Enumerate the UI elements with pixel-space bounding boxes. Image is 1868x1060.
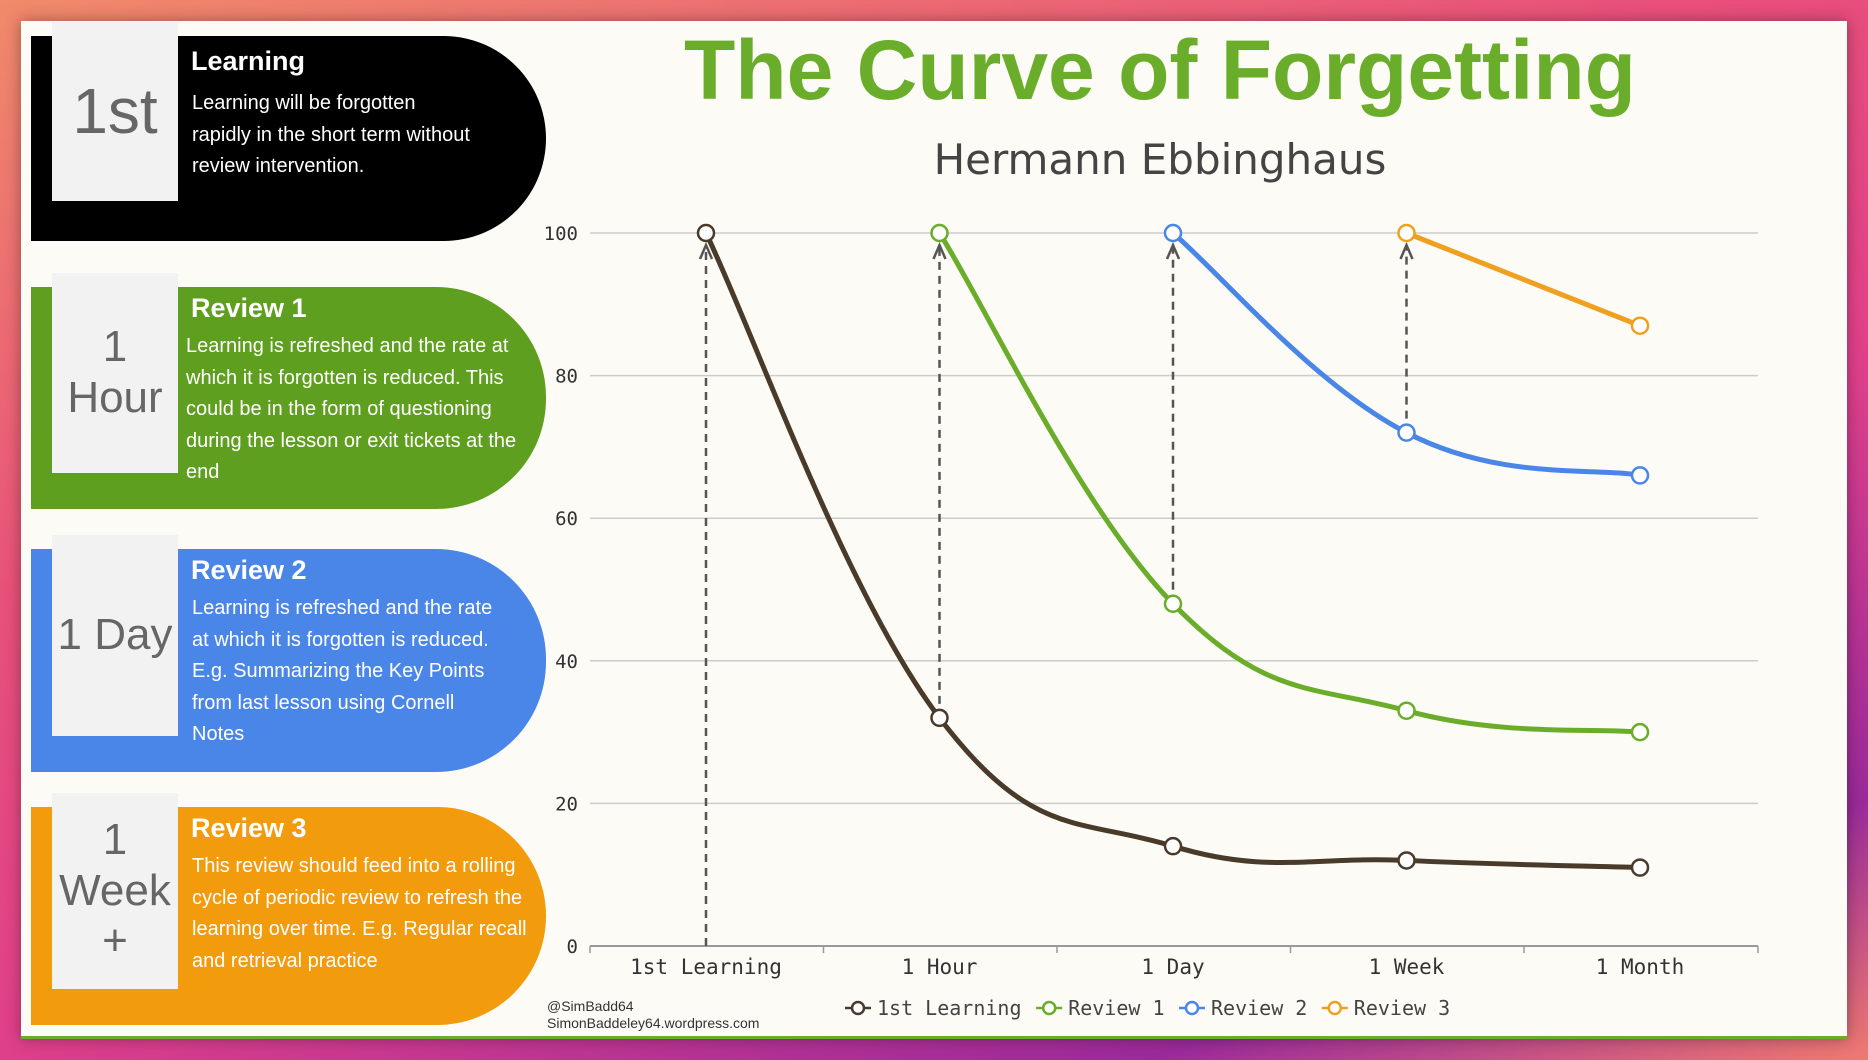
legend-marker bbox=[1041, 1000, 1057, 1016]
data-point bbox=[1163, 594, 1183, 614]
panel-text: This review should feed into a rolling c… bbox=[192, 855, 527, 972]
y-tick-label: 0 bbox=[567, 936, 578, 958]
x-tick-label: 1st Learning bbox=[630, 955, 782, 979]
panel-badge: 1 Day bbox=[52, 535, 178, 736]
data-point bbox=[1397, 701, 1416, 720]
panel-title: Review 1 bbox=[191, 293, 307, 323]
panel-title: Review 3 bbox=[191, 813, 307, 843]
y-tick-label: 60 bbox=[555, 508, 578, 530]
series-line-review-1 bbox=[937, 231, 1641, 735]
credit-site: SimonBaddeley64.wordpress.com bbox=[547, 1015, 760, 1031]
y-tick-label: 80 bbox=[555, 366, 578, 388]
x-tick-label: 1 Week bbox=[1369, 955, 1445, 979]
x-tick-label: 1 Month bbox=[1596, 955, 1685, 979]
panel-text: Learning is refreshed and the rate at wh… bbox=[186, 335, 517, 484]
panel-title: Learning bbox=[191, 46, 306, 76]
arrow-head-icon bbox=[1165, 241, 1181, 260]
panel-review-2: 1 Day Review 2 Learning is refreshed and t… bbox=[31, 535, 546, 772]
legend-label: Review 3 bbox=[1354, 996, 1450, 1020]
panel-learning: 1st Learning Learning will be forgotten ra… bbox=[31, 22, 546, 241]
data-point bbox=[1397, 223, 1416, 243]
legend-label: 1st Learning bbox=[877, 996, 1022, 1020]
data-point bbox=[696, 223, 716, 243]
data-point bbox=[930, 708, 949, 728]
panel-text: Learning will be forgotten rapidly in th… bbox=[192, 92, 470, 178]
credit: @SimBadd64 SimonBaddeley64.wordpress.com bbox=[547, 998, 759, 1032]
data-point bbox=[1397, 423, 1416, 442]
y-tick-label: 20 bbox=[555, 793, 578, 815]
panel-title: Review 2 bbox=[191, 555, 307, 585]
panel-badge: 1 Week + bbox=[52, 793, 178, 989]
subtitle: Hermann Ebbinghaus bbox=[933, 135, 1387, 184]
y-tick-label: 40 bbox=[555, 651, 578, 673]
legend-marker bbox=[1327, 1000, 1343, 1016]
data-point bbox=[1630, 722, 1650, 742]
legend-marker bbox=[1184, 1000, 1200, 1016]
arrow-head-icon bbox=[698, 241, 714, 260]
panel-badge: 1st bbox=[52, 22, 178, 201]
arrow-head-icon bbox=[1399, 241, 1414, 260]
y-tick-label: 100 bbox=[544, 223, 578, 245]
data-point bbox=[1397, 851, 1416, 870]
x-tick-label: 1 Hour bbox=[902, 955, 978, 979]
data-point bbox=[1630, 316, 1650, 335]
series-line-1st-learning bbox=[703, 231, 1641, 871]
panel-text: Learning is refreshed and the rate at wh… bbox=[192, 597, 493, 746]
legend-marker bbox=[850, 1000, 866, 1016]
credit-handle: @SimBadd64 bbox=[547, 998, 634, 1014]
series-line-review-3 bbox=[1405, 230, 1641, 329]
page-title: The Curve of Forgetting bbox=[684, 23, 1636, 117]
panel-badge: 1 Hour bbox=[52, 273, 178, 473]
legend-label: Review 2 bbox=[1211, 996, 1307, 1020]
legend-label: Review 1 bbox=[1068, 996, 1164, 1020]
panel-review-1: 1 Hour Review 1 Learning is refreshed and … bbox=[31, 273, 546, 509]
x-tick-label: 1 Day bbox=[1141, 955, 1204, 979]
panel-review-3: 1 Week + Review 3 This review should feed … bbox=[31, 793, 546, 1025]
arrow-head-icon bbox=[932, 241, 947, 260]
data-point bbox=[1163, 836, 1183, 856]
data-point bbox=[1163, 223, 1183, 243]
data-point bbox=[1630, 466, 1650, 485]
data-point bbox=[1630, 858, 1650, 877]
data-point bbox=[930, 223, 949, 243]
